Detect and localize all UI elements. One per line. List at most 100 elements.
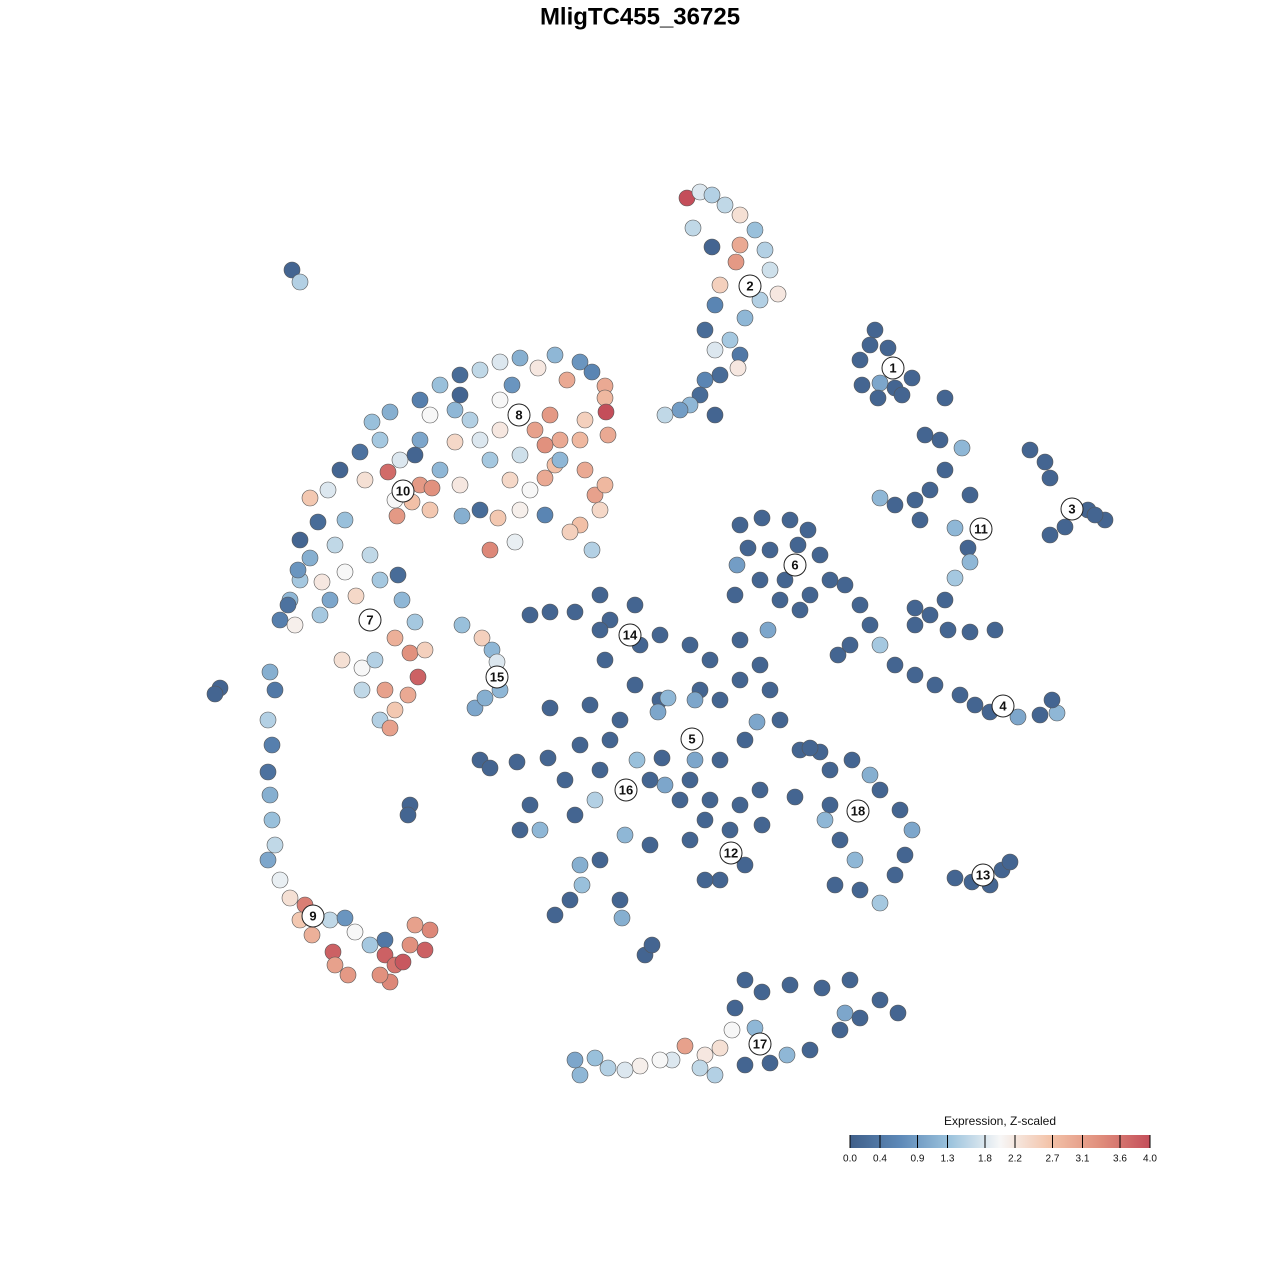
cell-point	[696, 811, 714, 829]
cell-point	[591, 501, 609, 519]
cell-point	[451, 366, 469, 384]
cell-point	[703, 186, 721, 204]
cluster-badge	[881, 356, 905, 380]
cell-point	[283, 261, 301, 279]
cell-point	[746, 221, 764, 239]
cell-point	[394, 953, 412, 971]
cell-point	[597, 403, 615, 421]
cell-point	[1086, 506, 1104, 524]
cell-point	[886, 866, 904, 884]
cell-point	[311, 606, 329, 624]
cell-point	[1001, 853, 1019, 871]
cell-point	[843, 751, 861, 769]
cell-point	[526, 421, 544, 439]
cell-point	[651, 626, 669, 644]
cell-point	[281, 889, 299, 907]
cell-point	[481, 451, 499, 469]
cell-point	[471, 431, 489, 449]
colorbar-tick-label: 3.1	[1076, 1154, 1090, 1165]
cell-point	[386, 629, 404, 647]
cell-point	[729, 359, 747, 377]
cell-point	[601, 611, 619, 629]
cell-point	[831, 1021, 849, 1039]
cell-point	[826, 876, 844, 894]
cell-point	[753, 509, 771, 527]
cell-point	[376, 931, 394, 949]
cell-point	[771, 591, 789, 609]
cell-point	[696, 871, 714, 889]
cell-point	[286, 616, 304, 634]
cell-point	[409, 668, 427, 686]
cell-point	[786, 788, 804, 806]
cell-point	[799, 521, 817, 539]
cell-point	[869, 389, 887, 407]
cluster-label: 18	[851, 803, 865, 818]
cell-point	[259, 851, 277, 869]
cell-point	[816, 811, 834, 829]
cell-point	[336, 563, 354, 581]
cell-point	[671, 401, 689, 419]
cell-point	[1041, 526, 1059, 544]
cell-point	[511, 349, 529, 367]
cell-point	[871, 991, 889, 1009]
cell-point	[906, 616, 924, 634]
cell-point	[711, 871, 729, 889]
cell-point	[716, 196, 734, 214]
cell-point	[586, 486, 604, 504]
cell-point	[728, 556, 746, 574]
cell-point	[906, 599, 924, 617]
cell-point	[399, 686, 417, 704]
cell-point	[696, 371, 714, 389]
cell-point	[401, 644, 419, 662]
cell-point	[871, 894, 889, 912]
cluster-badge	[969, 517, 993, 541]
cell-point	[266, 681, 284, 699]
cell-point	[303, 926, 321, 944]
cell-point	[353, 659, 371, 677]
cell-point	[591, 761, 609, 779]
cell-point	[751, 291, 769, 309]
cell-point	[801, 739, 819, 757]
cluster-badge	[391, 479, 415, 503]
cell-point	[931, 431, 949, 449]
cell-point	[591, 621, 609, 639]
cell-point	[263, 811, 281, 829]
cell-point	[321, 911, 339, 929]
cluster-label: 12	[724, 845, 738, 860]
cell-point	[361, 936, 379, 954]
cell-point	[446, 433, 464, 451]
cell-point	[561, 891, 579, 909]
cell-point	[399, 806, 417, 824]
cell-point	[861, 336, 879, 354]
cell-point	[821, 796, 839, 814]
colorbar-tick-label: 4.0	[1143, 1154, 1157, 1165]
cell-point	[866, 321, 884, 339]
cell-point	[656, 776, 674, 794]
cell-point	[363, 413, 381, 431]
cell-point	[347, 587, 365, 605]
cluster-label: 11	[974, 521, 988, 536]
cell-point	[721, 331, 739, 349]
cell-point	[539, 749, 557, 767]
cell-point	[561, 523, 579, 541]
cell-point	[536, 469, 554, 487]
cell-point	[753, 816, 771, 834]
colorbar	[850, 1135, 1150, 1148]
cluster-badge	[1060, 497, 1084, 521]
cell-point	[611, 891, 629, 909]
cell-point	[491, 353, 509, 371]
cell-point	[531, 821, 549, 839]
cell-point	[473, 629, 491, 647]
cell-point	[731, 796, 749, 814]
cell-point	[966, 696, 984, 714]
cell-point	[371, 966, 389, 984]
cluster-badge	[783, 553, 807, 577]
cell-point	[789, 536, 807, 554]
cell-point	[1056, 518, 1074, 536]
cell-point	[279, 596, 297, 614]
cell-point	[751, 571, 769, 589]
cell-point	[776, 571, 794, 589]
cell-point	[379, 463, 397, 481]
cell-point	[591, 851, 609, 869]
cluster-badge	[846, 799, 870, 823]
